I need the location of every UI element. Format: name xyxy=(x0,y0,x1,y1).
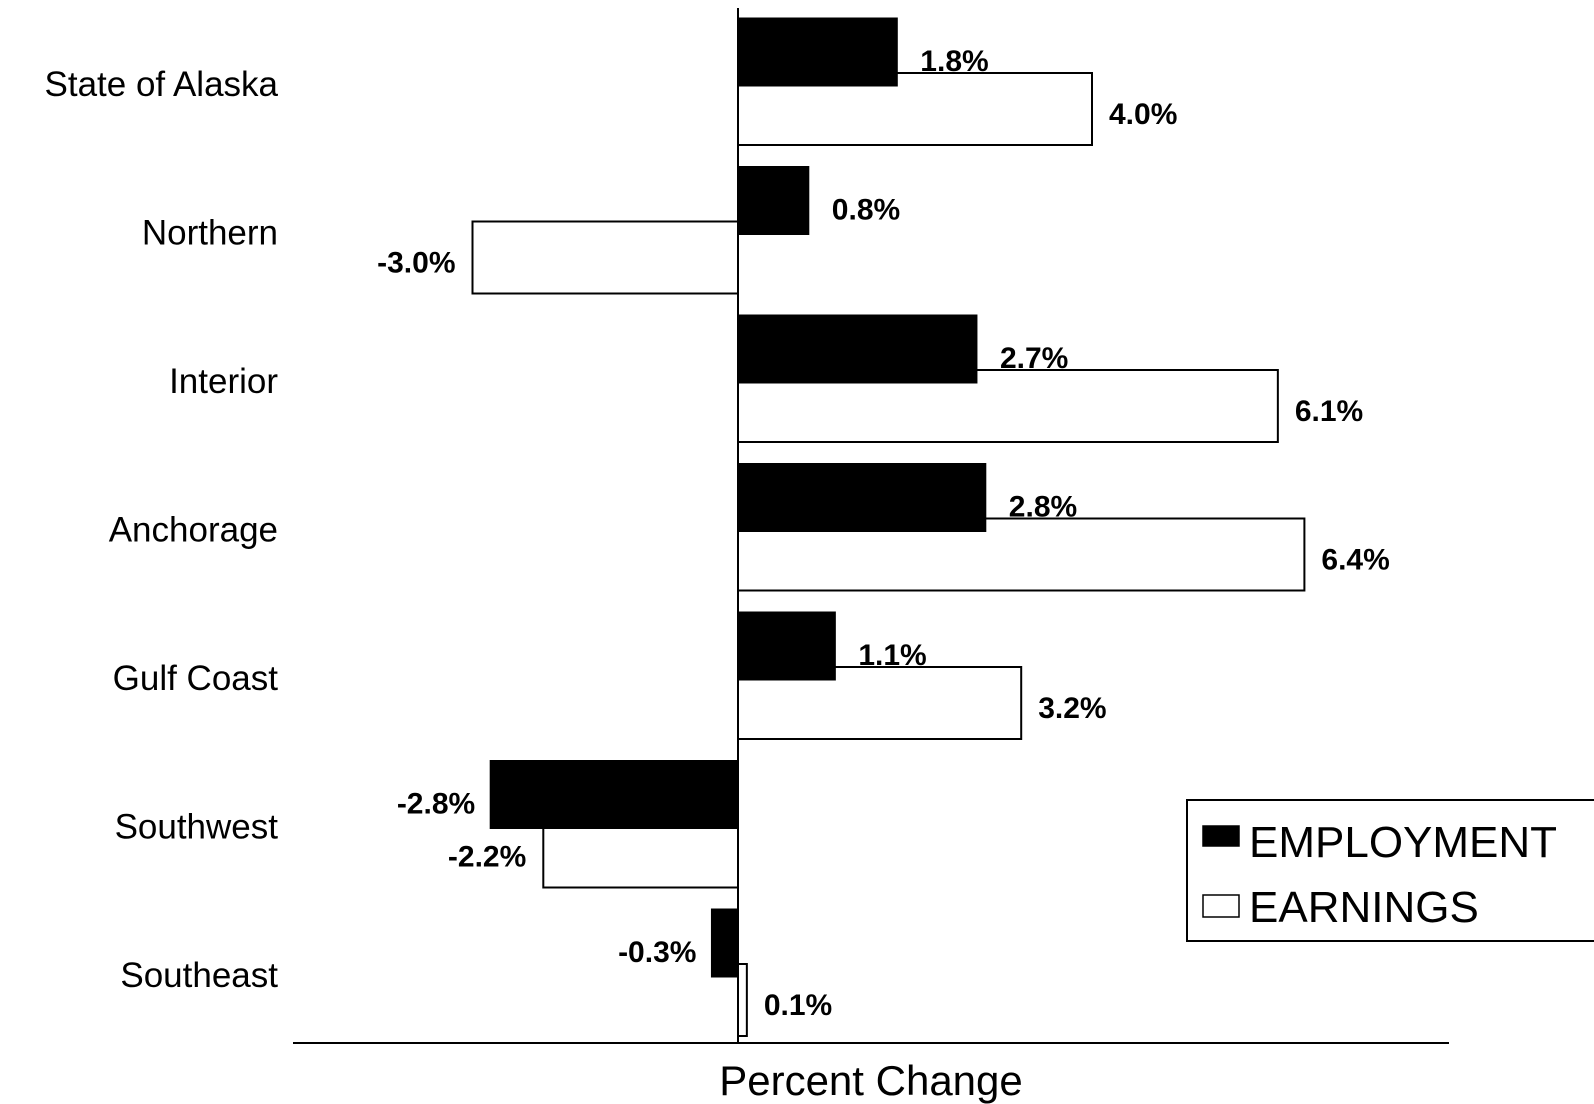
employment-value-label-southwest: -2.8% xyxy=(397,788,475,821)
category-label-southeast: Southeast xyxy=(120,956,278,995)
earnings-value-label-southeast: 0.1% xyxy=(764,989,832,1022)
earnings-bar-southeast xyxy=(737,963,748,1037)
employment-value-label-gulf-coast: 1.1% xyxy=(858,639,926,672)
employment-value-label-state-of-alaska: 1.8% xyxy=(920,45,988,78)
employment-value-label-northern: 0.8% xyxy=(832,194,900,227)
earnings-value-label-gulf-coast: 3.2% xyxy=(1038,692,1106,725)
legend-label-employment: EMPLOYMENT xyxy=(1249,818,1557,867)
employment-bar-state-of-alaska xyxy=(737,17,898,87)
category-label-southwest: Southwest xyxy=(115,808,279,847)
x-axis-title: Percent Change xyxy=(719,1057,1023,1104)
earnings-value-label-state-of-alaska: 4.0% xyxy=(1109,98,1177,131)
earnings-value-label-interior: 6.1% xyxy=(1295,395,1363,428)
employment-value-label-interior: 2.7% xyxy=(1000,342,1068,375)
legend-swatch-earnings xyxy=(1202,894,1240,918)
employment-bar-interior xyxy=(737,314,978,384)
earnings-value-label-anchorage: 6.4% xyxy=(1321,544,1389,577)
labels-layer: State of Alaska 1.8% 4.0% Northern 0.8% -3.0%… xyxy=(45,45,1390,1022)
employment-value-label-southeast: -0.3% xyxy=(618,936,696,969)
legend-swatch-employment xyxy=(1202,825,1240,847)
category-label-state-of-alaska: State of Alaska xyxy=(45,65,279,104)
bars-layer xyxy=(471,17,1306,1037)
earnings-value-label-northern: -3.0% xyxy=(377,247,455,280)
legend: EMPLOYMENT EARNINGS xyxy=(1186,799,1594,942)
legend-box xyxy=(1186,799,1594,942)
employment-bar-southeast xyxy=(710,908,739,978)
category-label-interior: Interior xyxy=(169,362,278,401)
employment-bar-northern xyxy=(737,166,810,235)
employment-value-label-anchorage: 2.8% xyxy=(1009,491,1077,524)
employment-bar-anchorage xyxy=(737,463,987,532)
employment-bar-southwest xyxy=(489,760,739,829)
earnings-value-label-southwest: -2.2% xyxy=(448,841,526,874)
category-label-anchorage: Anchorage xyxy=(109,511,278,550)
category-label-gulf-coast: Gulf Coast xyxy=(113,659,279,698)
category-label-northern: Northern xyxy=(142,214,278,253)
legend-label-earnings: EARNINGS xyxy=(1249,883,1479,932)
employment-bar-gulf-coast xyxy=(737,611,836,681)
earnings-bar-northern xyxy=(471,220,739,295)
